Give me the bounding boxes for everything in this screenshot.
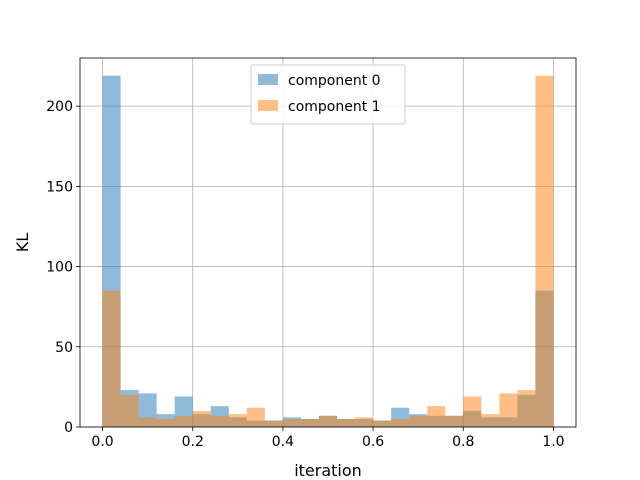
y-axis-ticks: 0 50 100 150 200 [46,99,80,436]
bar-series-1-bin-7 [228,414,247,427]
bar-series-1-bin-8 [246,407,265,427]
bar-series-1-bin-19 [445,415,464,427]
x-axis-label: iteration [294,461,362,480]
legend-label-component-1: component 1 [288,99,381,115]
y-tick-label: 0 [64,420,73,436]
bar-series-1-bin-20 [463,396,482,427]
bar-series-1-bin-3 [156,418,175,427]
legend-label-component-0: component 0 [288,73,381,89]
bar-series-1-bin-17 [409,415,428,427]
bar-series-1-bin-16 [391,418,410,427]
y-tick-label: 200 [46,99,73,115]
bar-series-1-bin-9 [264,420,283,427]
bar-series-1-bin-12 [318,415,338,427]
bar-series-1-bin-18 [427,406,446,427]
bar-series-1-bin-10 [282,418,301,427]
x-tick-label: 0.0 [91,434,113,450]
plot-frame [79,57,577,428]
bar-series-1-bin-15 [373,420,392,427]
bar-series-1-bin-11 [300,418,319,427]
bars [102,75,554,427]
legend-swatch-component-1 [258,100,278,111]
bar-series-1-bin-14 [355,417,374,427]
bar-series-1-bin-6 [210,415,229,427]
bar-series-1-bin-23 [517,390,536,427]
bar-series-1-bin-1 [120,394,139,427]
bar-series-1-bin-0 [102,290,121,427]
bar-series-1-bin-13 [337,418,356,427]
bar-series-1-bin-2 [138,417,157,427]
x-tick-label: 0.2 [182,434,204,450]
y-tick-label: 50 [55,340,73,356]
x-tick-label: 0.8 [452,434,474,450]
bar-series-1-bin-5 [192,410,211,427]
bar-series-1-bin-4 [174,415,193,427]
x-tick-label: 0.6 [362,434,384,450]
legend-box [250,64,406,125]
y-tick-label: 100 [46,260,73,276]
legend: component 0 component 1 [250,64,406,125]
bar-series-1-bin-21 [481,414,500,427]
x-tick-label: 0.4 [272,434,294,450]
x-tick-label: 1.0 [542,434,564,450]
legend-swatch-component-0 [258,74,278,85]
bar-series-1-bin-22 [499,393,518,427]
bar-series-1-bin-24 [535,75,554,427]
x-axis-ticks: 0.0 0.2 0.4 0.6 0.8 1.0 [91,427,565,450]
y-tick-label: 150 [46,179,73,195]
y-axis-label: KL [13,233,32,252]
